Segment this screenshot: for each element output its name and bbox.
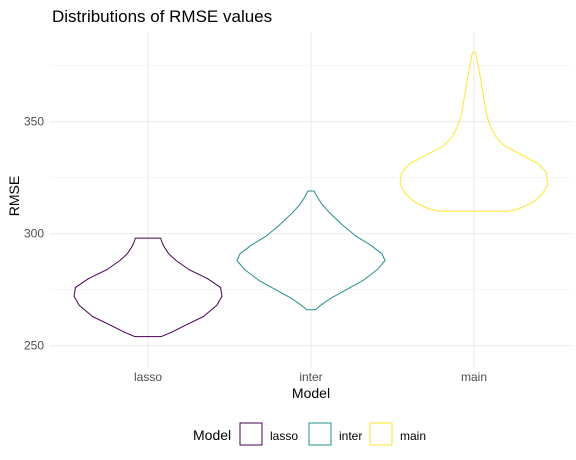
x-tick-label: inter (299, 370, 322, 384)
grid-lines (50, 32, 572, 368)
legend-key-lasso (239, 422, 263, 446)
legend-label-main: main (400, 429, 426, 443)
x-tick-label: lasso (134, 370, 162, 384)
y-axis-ticks: 250 300 350 (24, 115, 44, 353)
legend-key-inter (308, 422, 332, 446)
legend-key-main (369, 422, 393, 446)
x-axis-title: Model (292, 385, 330, 401)
chart-title: Distributions of RMSE values (52, 7, 272, 26)
violins (73, 51, 549, 338)
violin-inter (236, 190, 386, 311)
y-tick-label: 250 (24, 339, 44, 353)
violin-main (399, 51, 549, 212)
violin-lasso (73, 237, 223, 338)
y-tick-label: 300 (24, 227, 44, 241)
y-tick-label: 350 (24, 115, 44, 129)
legend-title: Model (193, 427, 231, 443)
legend-label-inter: inter (339, 429, 362, 443)
legend: Model lasso inter main (193, 422, 426, 446)
x-tick-label: main (461, 370, 487, 384)
x-axis-ticks: lasso inter main (134, 370, 487, 384)
legend-label-lasso: lasso (270, 429, 298, 443)
y-axis-title: RMSE (6, 176, 22, 216)
